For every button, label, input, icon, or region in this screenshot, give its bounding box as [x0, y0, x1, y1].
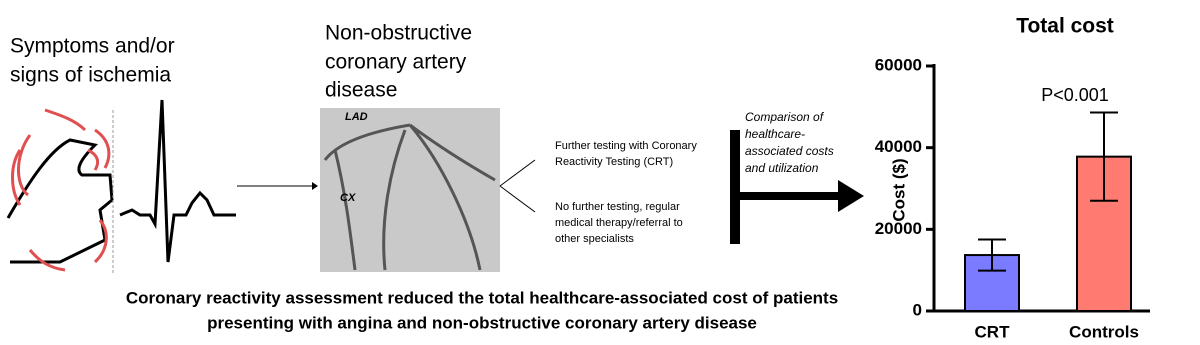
y-axis-label: Cost ($): [889, 158, 908, 221]
branch-line: [499, 185, 536, 213]
bracket-bar: [730, 130, 740, 244]
option-text: No further testing, regular: [555, 201, 680, 213]
x-tick-label: CRT: [975, 322, 1011, 341]
comparison-text: and utilization: [745, 161, 819, 175]
angiogram-label: CX: [340, 192, 356, 204]
x-tick-label: Controls: [1069, 322, 1139, 341]
option-text: Reactivity Testing (CRT): [555, 156, 673, 168]
middle-label: disease: [325, 79, 397, 102]
option-text: medical therapy/referral to: [555, 217, 683, 229]
option-text: other specialists: [555, 233, 634, 245]
y-tick-label: 20000: [875, 219, 922, 238]
error-bar: [978, 238, 1006, 272]
angiogram: [320, 108, 500, 272]
comparison-text: Comparison of: [745, 110, 825, 124]
comparison-arrow: [740, 192, 840, 200]
comparison-text: healthcare-: [745, 127, 805, 141]
middle-label: coronary artery: [325, 51, 467, 74]
middle-label: Non-obstructive: [325, 22, 472, 45]
left-label: Symptoms and/or: [10, 35, 175, 58]
chart-title: Total cost: [1016, 15, 1114, 38]
comparison-text: associated costs: [745, 144, 834, 158]
arrow-head: [838, 180, 864, 212]
annotation: P<0.001: [1041, 85, 1109, 105]
branch-line: [499, 159, 536, 187]
y-tick-label: 40000: [875, 137, 922, 156]
vessels: [323, 123, 496, 271]
option-text: Further testing with Coronary: [555, 140, 697, 152]
chart: 0 20000 40000 60000 CRT Controls: [875, 55, 1139, 341]
error-bar: [1090, 111, 1118, 202]
arrow-head: [312, 182, 318, 190]
angiogram-label: LAD: [345, 111, 368, 123]
ischemia-illustration: [6, 99, 236, 275]
y-tick-label: 60000: [875, 55, 922, 74]
y-tick-label: 0: [913, 300, 922, 319]
caption: presenting with angina and non-obstructi…: [207, 313, 757, 332]
caption: Coronary reactivity assessment reduced t…: [126, 288, 838, 307]
left-label: signs of ischemia: [10, 64, 171, 87]
